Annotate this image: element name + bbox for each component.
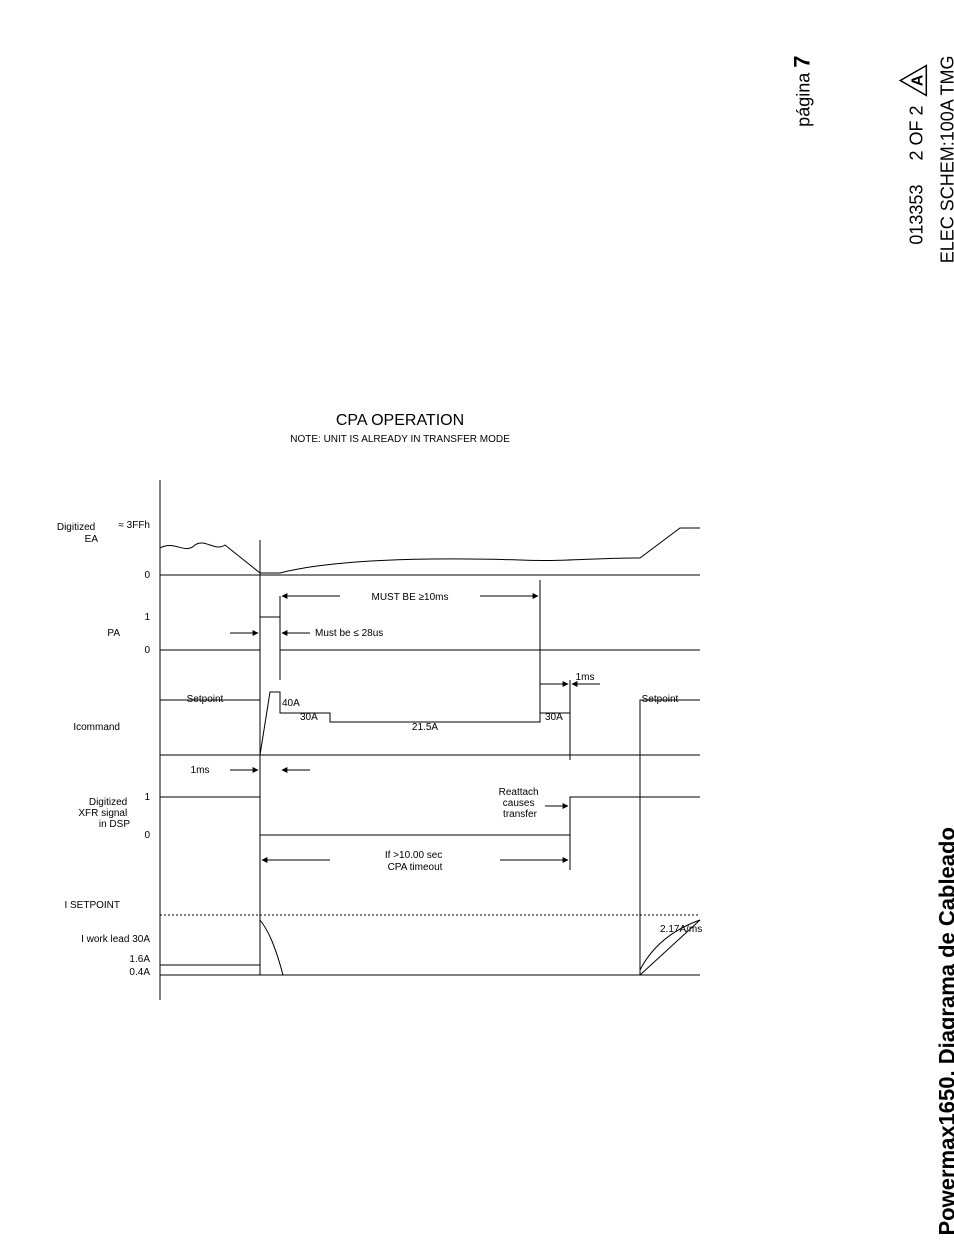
diagram-title: CPA OPERATION [336, 412, 464, 429]
doc-title-2: ELEC SCHEM:100A TMG [936, 55, 954, 263]
xfr-tick-0: 0 [144, 830, 150, 841]
icmd-30a-2: 30A [545, 712, 563, 723]
xfr-waveform [160, 797, 700, 835]
icmd-21a: 21.5A [412, 722, 438, 733]
diagram-subtitle: NOTE: UNIT IS ALREADY IN TRANSFER MODE [290, 434, 510, 445]
pa-tick-1: 1 [144, 612, 150, 623]
doc-main-title: Powermax1650, Diagrama de Cableado [935, 827, 954, 1235]
iwork-waveform [160, 920, 700, 975]
row-label-icmd: Icommand [73, 722, 120, 733]
pa-tick-0: 0 [144, 645, 150, 656]
row-label-ea: Digitized EA [57, 522, 98, 545]
row-label-pa: PA [107, 628, 120, 639]
icmd-1ms-right: 1ms [576, 672, 595, 683]
iwork-tick-16: 1.6A [129, 954, 150, 965]
iwork-tick-04: 0.4A [129, 967, 150, 978]
xfr-timeout: If >10.00 sec CPA timeout [385, 850, 445, 873]
titleblock-rotated: Powermax1650, Diagrama de Cableado págin… [814, 0, 934, 1235]
icmd-30a-1: 30A [300, 712, 318, 723]
sheet-number: 2 OF 2 [904, 105, 929, 160]
iset-slope-label: 2.17A/ms [660, 924, 702, 935]
row-label-iwork: I work lead 30A [81, 934, 150, 945]
icmd-40a: 40A [282, 698, 300, 709]
page-root: Powermax1650, Diagrama de Cableado págin… [0, 0, 954, 1235]
row-label-xfr: Digitized XFR signal in DSP [78, 797, 130, 830]
icmd-setpoint-left: Setpoint [187, 694, 224, 705]
label-28us: Must be ≤ 28us [315, 628, 383, 639]
label-10ms: MUST BE ≥10ms [372, 592, 449, 603]
svg-text:A: A [909, 74, 926, 86]
page-number-label: página 7 [787, 55, 818, 126]
xfr-tick-1: 1 [144, 792, 150, 803]
doc-number: 013353 [904, 184, 929, 244]
rev-triangle-icon: A [898, 63, 935, 97]
row-label-iset: I SETPOINT [64, 900, 120, 911]
ea-tick-low: 0 [144, 570, 150, 581]
ea-tick-high: ≈ 3FFh [118, 520, 150, 531]
xfr-reattach: Reattach causes transfer [499, 787, 542, 820]
icmd-1ms-left: 1ms [191, 765, 210, 776]
icmd-setpoint-right: Setpoint [642, 694, 679, 705]
ea-waveform [160, 528, 700, 573]
